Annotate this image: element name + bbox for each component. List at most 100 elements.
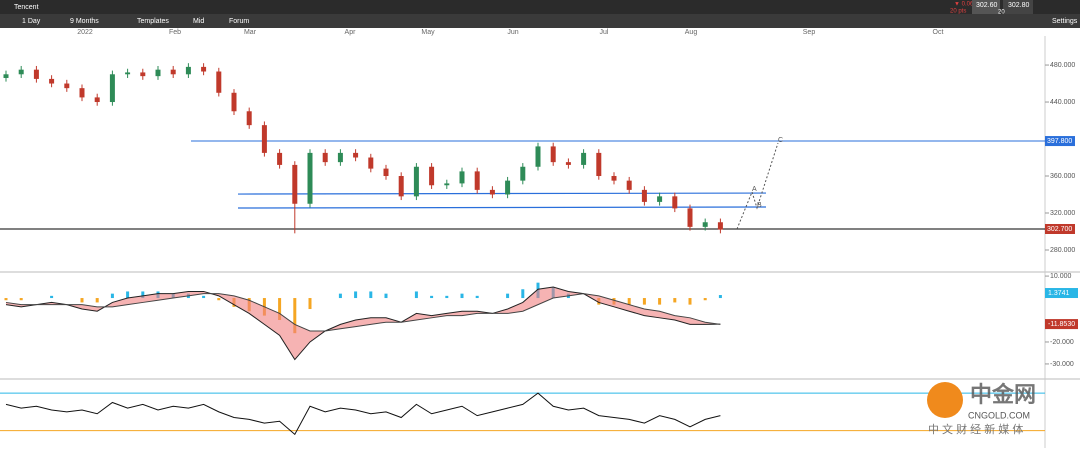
candle-body — [626, 180, 632, 190]
candle-body — [94, 97, 100, 103]
ask-box[interactable] — [1003, 0, 1033, 14]
histogram-bar — [354, 291, 358, 299]
x-tick-label: Jul — [600, 29, 609, 36]
forum[interactable]: Forum — [229, 18, 249, 25]
y-tick-label: -30.000 — [1050, 361, 1074, 368]
candle-body — [459, 171, 465, 184]
y-tick-label: 10.000 — [1050, 273, 1072, 280]
candle-body — [581, 152, 587, 165]
candle-body — [109, 74, 115, 103]
histogram-bar — [293, 298, 297, 334]
candle-body — [672, 196, 678, 209]
candle-body — [33, 69, 39, 79]
histogram-bar — [642, 298, 646, 305]
level-label: 302.700 — [1047, 226, 1072, 233]
watermark-slogan: 中 文 财 经 新 媒 体 — [928, 422, 1023, 436]
candle-body — [429, 166, 435, 186]
change: ▼ 0.06% — [954, 2, 979, 8]
range[interactable]: 9 Months — [70, 18, 99, 25]
candle-body — [474, 171, 480, 190]
histogram-bar — [688, 298, 692, 305]
histogram-bar — [217, 298, 221, 301]
candle-body — [383, 168, 389, 177]
y-tick-label: 320.000 — [1050, 210, 1075, 217]
candle-body — [155, 69, 161, 77]
macd-fill — [6, 287, 721, 360]
annotation: A — [752, 186, 757, 193]
candle-body — [322, 152, 328, 163]
histogram-bar — [460, 293, 464, 299]
candle-body — [520, 166, 526, 181]
macd-line — [5, 286, 721, 361]
histogram-bar — [95, 298, 99, 303]
templates[interactable]: Templates — [137, 18, 169, 25]
histogram-bar — [703, 298, 707, 301]
histogram-bar — [19, 298, 23, 301]
candle-body — [307, 152, 313, 204]
x-tick-label: Sep — [803, 29, 816, 36]
level-box — [1045, 136, 1075, 147]
candle-body — [140, 72, 146, 77]
value-label: 1.3741 — [1048, 290, 1070, 297]
candle-body — [185, 66, 191, 75]
histogram-bar — [50, 295, 54, 299]
y-tick-label: 440.000 — [1050, 99, 1075, 106]
signal-line — [5, 293, 721, 332]
histogram-bar — [141, 291, 145, 299]
candle-body — [596, 152, 602, 177]
candle-body — [702, 222, 708, 227]
candle-body — [201, 66, 207, 72]
histogram-bar — [126, 291, 130, 299]
candle-body — [261, 125, 267, 153]
value-box — [1045, 319, 1078, 330]
symbol[interactable]: Tencent — [14, 4, 39, 11]
candle-body — [170, 69, 176, 75]
interval[interactable]: 1 Day — [22, 18, 41, 25]
x-tick-label: Feb — [169, 29, 181, 36]
y-tick-label: -20.000 — [1050, 339, 1074, 346]
histogram-bar — [338, 293, 342, 299]
histogram-bar — [506, 293, 510, 299]
candle-body — [64, 83, 70, 89]
candle-body — [657, 196, 663, 202]
candle-body — [413, 166, 419, 197]
spread: 20 — [998, 10, 1005, 16]
candle-body — [717, 222, 723, 230]
histogram-bar — [110, 293, 114, 299]
annotation: B — [757, 202, 762, 209]
candle-body — [49, 78, 55, 84]
histogram-bar — [445, 295, 449, 299]
menu-bar — [0, 14, 1080, 28]
candle-body — [398, 176, 404, 197]
ask[interactable]: 302.80 — [1008, 2, 1030, 9]
value-box — [1045, 288, 1078, 299]
bid[interactable]: 302.60 — [976, 2, 998, 9]
top-bar — [0, 0, 1080, 14]
histogram-bar — [673, 298, 677, 303]
y-tick-label: 480.000 — [1050, 62, 1075, 69]
histogram-bar — [658, 298, 662, 305]
histogram-bar — [430, 295, 434, 299]
x-tick-label: May — [421, 29, 435, 36]
x-tick-label: Jun — [507, 29, 518, 36]
level-label: 397.800 — [1047, 138, 1072, 145]
projection — [736, 142, 779, 230]
candle-body — [565, 162, 571, 165]
candle-body — [18, 69, 24, 75]
annotation: C — [778, 137, 783, 144]
candle-body — [246, 111, 252, 126]
candle-body — [641, 189, 647, 202]
price-type[interactable]: Mid — [193, 18, 204, 25]
bid-box[interactable] — [972, 0, 1000, 14]
oscillator-line — [5, 392, 721, 436]
candle-body — [337, 152, 343, 163]
histogram-bar — [308, 298, 312, 310]
candle-body — [3, 74, 9, 78]
settings[interactable]: Settings — [1052, 18, 1078, 25]
level-box — [1045, 223, 1075, 234]
candle-body — [611, 176, 617, 181]
x-tick-label: Aug — [685, 29, 698, 36]
candle-body — [489, 189, 495, 195]
histogram-bar — [278, 298, 282, 321]
